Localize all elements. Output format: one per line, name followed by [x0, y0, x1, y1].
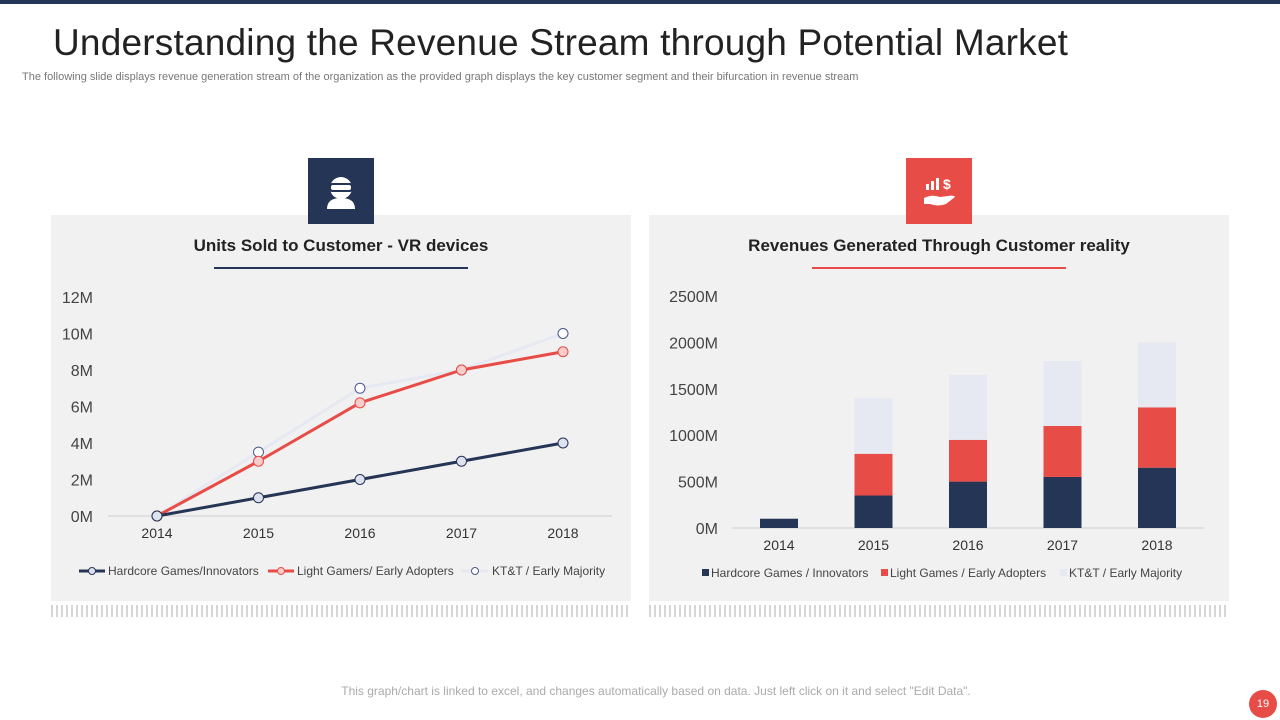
bar-chart-title: Revenues Generated Through Customer real…: [748, 236, 1130, 255]
bar-segment-0: [949, 481, 987, 528]
line-y-tick-label: 8M: [71, 363, 93, 380]
bar-x-tick-label: 2017: [1047, 537, 1078, 553]
bar-x-tick-label: 2016: [952, 537, 983, 553]
line-x-tick-label: 2015: [243, 525, 274, 541]
bar-x-tick-label: 2014: [763, 537, 794, 553]
line-point-1: [557, 346, 569, 358]
page-number-badge: 19: [1249, 690, 1277, 718]
line-legend-marker: [277, 567, 285, 575]
bar-legend-swatch: [702, 569, 709, 576]
page-title: Understanding the Revenue Stream through…: [53, 22, 1069, 63]
line-point-1: [456, 364, 467, 376]
page-subtitle: The following slide displays revenue gen…: [22, 71, 859, 83]
line-point-2: [354, 382, 366, 394]
panel-stripe-right: [649, 605, 1229, 617]
bar-chart-title-underline: [812, 267, 1066, 269]
bar-legend-label: Hardcore Games / Innovators: [711, 566, 868, 580]
bar-segment-0: [1138, 467, 1176, 528]
bar-legend-label: Light Games / Early Adopters: [890, 566, 1046, 580]
line-legend-label: KT&T / Early Majority: [492, 564, 605, 578]
line-y-tick-label: 2M: [71, 473, 93, 490]
panel-stripe-left: [51, 605, 631, 617]
line-point-2: [557, 328, 569, 339]
line-x-tick-label: 2018: [547, 525, 578, 541]
line-point-0: [354, 474, 366, 485]
line-x-tick-label: 2016: [344, 525, 375, 541]
bar-segment-1: [854, 453, 893, 496]
vr-headset-icon: [308, 158, 374, 224]
bar-segment-0: [854, 495, 893, 528]
bar-y-tick-label: 1000M: [669, 428, 718, 445]
line-y-tick-label: 6M: [71, 400, 93, 417]
bar-x-tick-label: 2018: [1141, 537, 1172, 553]
line-y-tick-label: 10M: [62, 327, 93, 344]
bar-legend-swatch: [1060, 569, 1067, 576]
line-point-1: [354, 397, 366, 409]
bar-y-tick-label: 0M: [696, 521, 718, 538]
line-legend-marker: [88, 567, 96, 575]
bar-y-tick-label: 2500M: [669, 289, 718, 306]
bar-segment-2: [949, 374, 987, 440]
bar-chart-panel: [649, 215, 1229, 601]
bar-segment-1: [949, 439, 987, 482]
line-legend-marker: [471, 567, 479, 575]
line-chart-panel: [51, 215, 631, 601]
line-point-0: [557, 437, 569, 449]
bar-segment-0: [760, 518, 798, 528]
line-y-tick-label: 12M: [62, 290, 93, 307]
line-chart-title: Units Sold to Customer - VR devices: [193, 236, 489, 255]
bar-x-tick-label: 2015: [858, 537, 889, 553]
line-point-0: [456, 455, 467, 467]
line-legend-label: Light Gamers/ Early Adopters: [297, 564, 454, 578]
bar-segment-2: [1043, 360, 1082, 426]
bar-segment-2: [854, 398, 893, 454]
footnote: This graph/chart is linked to excel, and…: [341, 684, 971, 698]
bar-segment-0: [1043, 476, 1082, 528]
bar-legend-swatch: [881, 569, 888, 576]
bar-legend-label: KT&T / Early Majority: [1069, 566, 1182, 580]
line-x-tick-label: 2017: [446, 525, 477, 541]
line-x-tick-label: 2014: [141, 525, 172, 541]
revenue-hand-icon: $: [906, 158, 972, 224]
bar-segment-1: [1138, 407, 1176, 468]
svg-text:$: $: [943, 176, 951, 192]
line-legend-label: Hardcore Games/Innovators: [108, 564, 259, 578]
bar-segment-2: [1138, 342, 1176, 408]
top-accent-bar: [0, 0, 1280, 4]
line-y-tick-label: 0M: [71, 509, 93, 526]
line-y-tick-label: 4M: [71, 436, 93, 453]
bar-y-tick-label: 500M: [678, 475, 718, 492]
bar-segment-1: [1043, 425, 1082, 477]
bar-y-tick-label: 2000M: [669, 335, 718, 352]
line-point-0: [253, 492, 264, 504]
bar-y-tick-label: 1500M: [669, 382, 718, 399]
line-chart-title-underline: [214, 267, 468, 269]
line-point-0: [151, 510, 163, 522]
line-point-1: [253, 455, 264, 467]
